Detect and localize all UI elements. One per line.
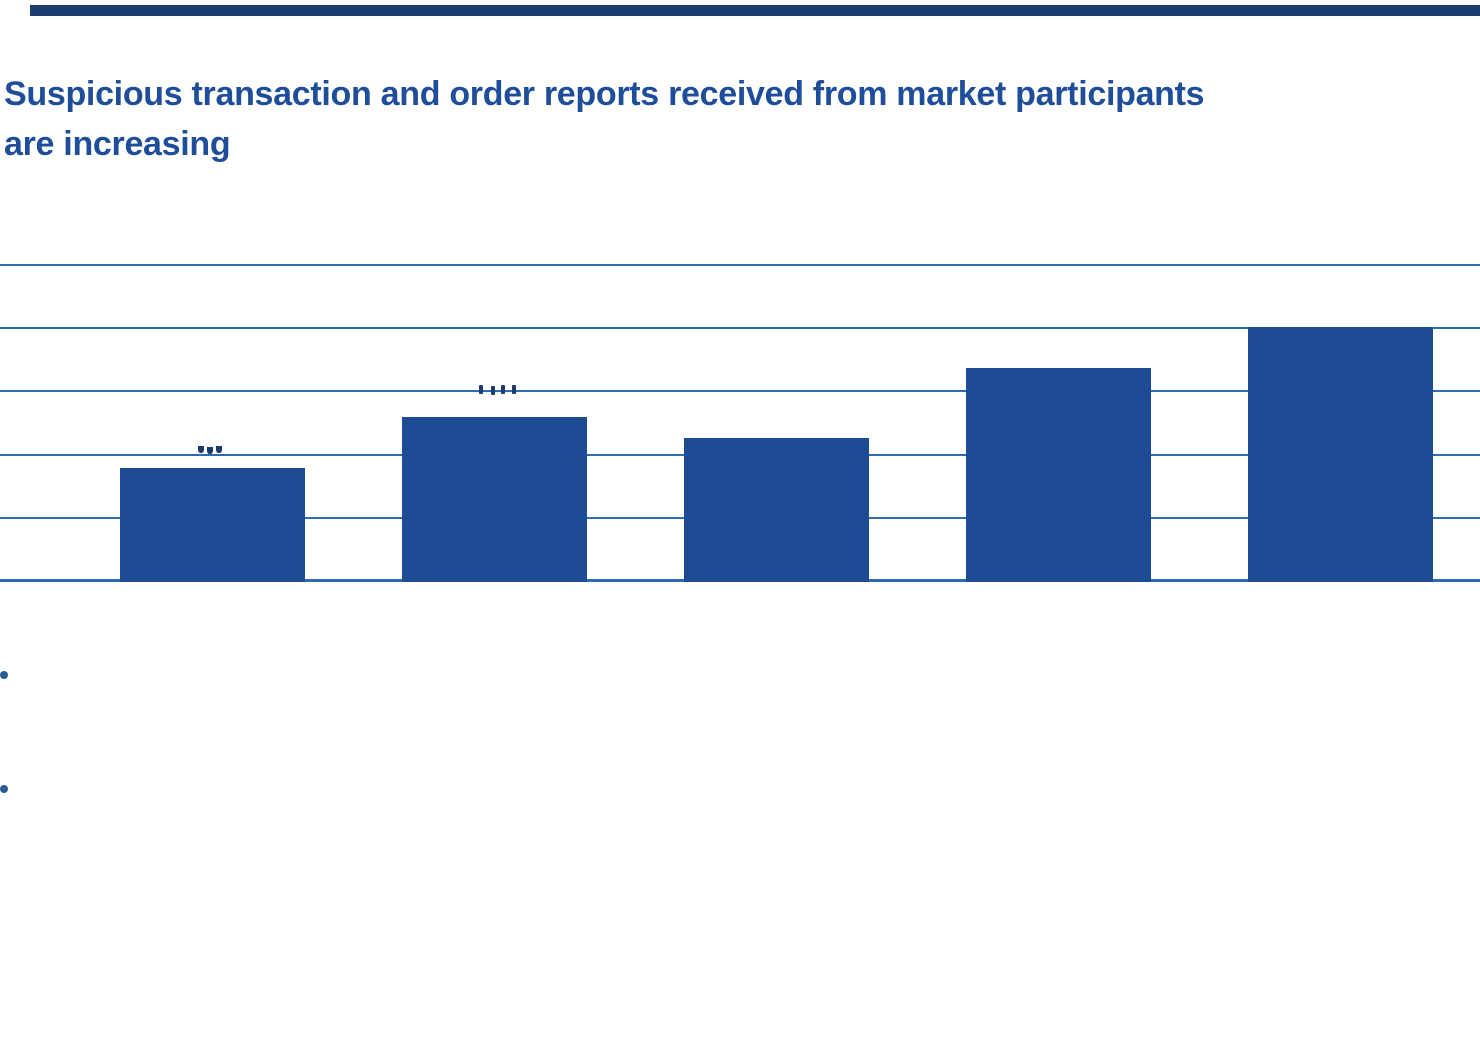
gridline	[0, 390, 1480, 393]
bullet-dot	[0, 671, 8, 679]
label-fragment-mark	[216, 446, 222, 453]
bar-chart	[0, 160, 1480, 600]
bar-5	[1248, 326, 1433, 582]
label-fragment-mark	[479, 385, 483, 394]
label-fragment-mark	[207, 447, 213, 454]
bar-2	[402, 416, 587, 582]
bar-4	[966, 368, 1151, 582]
top-rule	[30, 5, 1480, 16]
gridline	[0, 264, 1480, 266]
label-fragment-mark	[198, 446, 204, 453]
bullet-dot	[0, 785, 8, 793]
page-title: Suspicious transaction and order reports…	[4, 69, 1434, 169]
label-fragment-mark	[501, 385, 505, 394]
title-line-2: are increasing	[4, 124, 231, 163]
gridline	[0, 327, 1480, 330]
label-fragment-mark	[512, 385, 516, 394]
bar-3	[684, 438, 869, 582]
label-fragment-mark	[491, 386, 495, 395]
title-line-1: Suspicious transaction and order reports…	[4, 74, 1205, 113]
bar-1	[120, 467, 305, 582]
